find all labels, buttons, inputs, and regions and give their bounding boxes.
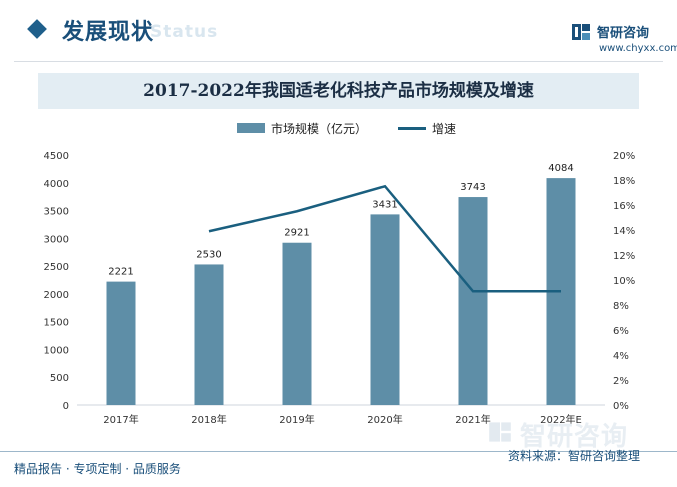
- x-tick-label: 2017年: [103, 413, 138, 426]
- legend-bar-swatch: [237, 123, 265, 133]
- y-left-tick-label: 4000: [44, 179, 69, 190]
- y-left-tick-label: 3500: [44, 207, 69, 218]
- y-right-tick-label: 20%: [613, 151, 635, 162]
- bar: [106, 281, 136, 405]
- y-right-tick-label: 2%: [613, 376, 629, 387]
- bar-data-label: 3743: [460, 182, 485, 193]
- y-left-tick-label: 0: [63, 401, 69, 412]
- header-divider: [14, 61, 663, 62]
- y-right-tick-label: 0%: [613, 401, 629, 412]
- bar-data-label: 2921: [284, 228, 309, 239]
- chart-title: 2017-2022年我国适老化科技产品市场规模及增速: [143, 81, 534, 101]
- bar-data-label: 4084: [548, 163, 573, 174]
- legend-line-swatch: [398, 126, 426, 130]
- y-left-tick-label: 2500: [44, 262, 69, 273]
- y-right-tick-label: 14%: [613, 226, 635, 237]
- bar: [194, 264, 224, 405]
- x-tick-label: 2020年: [367, 413, 402, 426]
- y-left-tick-label: 1500: [44, 318, 69, 329]
- growth-line: [208, 184, 561, 293]
- footer-watermark: 智研咨询: [520, 422, 629, 452]
- brand-name: 智研咨询: [597, 26, 650, 41]
- y-right-tick-label: 4%: [613, 351, 629, 362]
- y-left-tick-label: 500: [50, 373, 69, 384]
- footer-slogan: 精品报告 · 专项定制 · 品质服务: [14, 462, 181, 476]
- bar: [282, 242, 312, 405]
- y-left-tick-label: 2000: [44, 290, 69, 301]
- y-right-tick-label: 6%: [613, 326, 629, 337]
- y-right-tick-label: 12%: [613, 251, 635, 262]
- y-left-tick-label: 3000: [44, 234, 69, 245]
- bar: [458, 197, 488, 405]
- brand-logo-icon: [572, 24, 590, 40]
- legend-label-bar: 市场规模（亿元）: [271, 121, 368, 136]
- footer-divider: [0, 451, 677, 452]
- bar-data-label: 2530: [196, 249, 221, 260]
- header: 发展现状 Status 智研咨询 www.chyxx.com: [0, 0, 677, 62]
- x-tick-label: 2018年: [191, 413, 226, 426]
- bar: [370, 214, 400, 405]
- section-title: 发展现状: [62, 20, 155, 45]
- x-tick-label: 2021年: [455, 413, 490, 426]
- y-right-tick-label: 18%: [613, 176, 635, 187]
- x-tick-label: 2022年E: [540, 413, 582, 426]
- source-note: 资料来源：智研咨询整理: [508, 449, 641, 463]
- x-tick-label: 2019年: [279, 413, 314, 426]
- y-right-tick-label: 10%: [613, 276, 635, 287]
- legend-label-line: 增速: [432, 121, 457, 136]
- bar-data-label: 2221: [108, 267, 133, 278]
- y-left-tick-label: 1000: [44, 345, 69, 356]
- watermark-logo-icon: [489, 422, 511, 442]
- y-left-tick-label: 4500: [44, 151, 69, 162]
- y-right-tick-label: 8%: [613, 301, 629, 312]
- section-title-watermark: Status: [150, 22, 219, 42]
- y-right-tick-label: 16%: [613, 201, 635, 212]
- brand-url: www.chyxx.com: [599, 43, 677, 54]
- legend-item-bar: 市场规模（亿元）: [237, 118, 367, 138]
- chart-title-band: 2017-2022年我国适老化科技产品市场规模及增速: [38, 73, 639, 109]
- legend-item-line: 增速: [398, 118, 456, 138]
- legend: 市场规模（亿元） 增速: [0, 118, 677, 138]
- bar-data-label: 3431: [372, 199, 397, 210]
